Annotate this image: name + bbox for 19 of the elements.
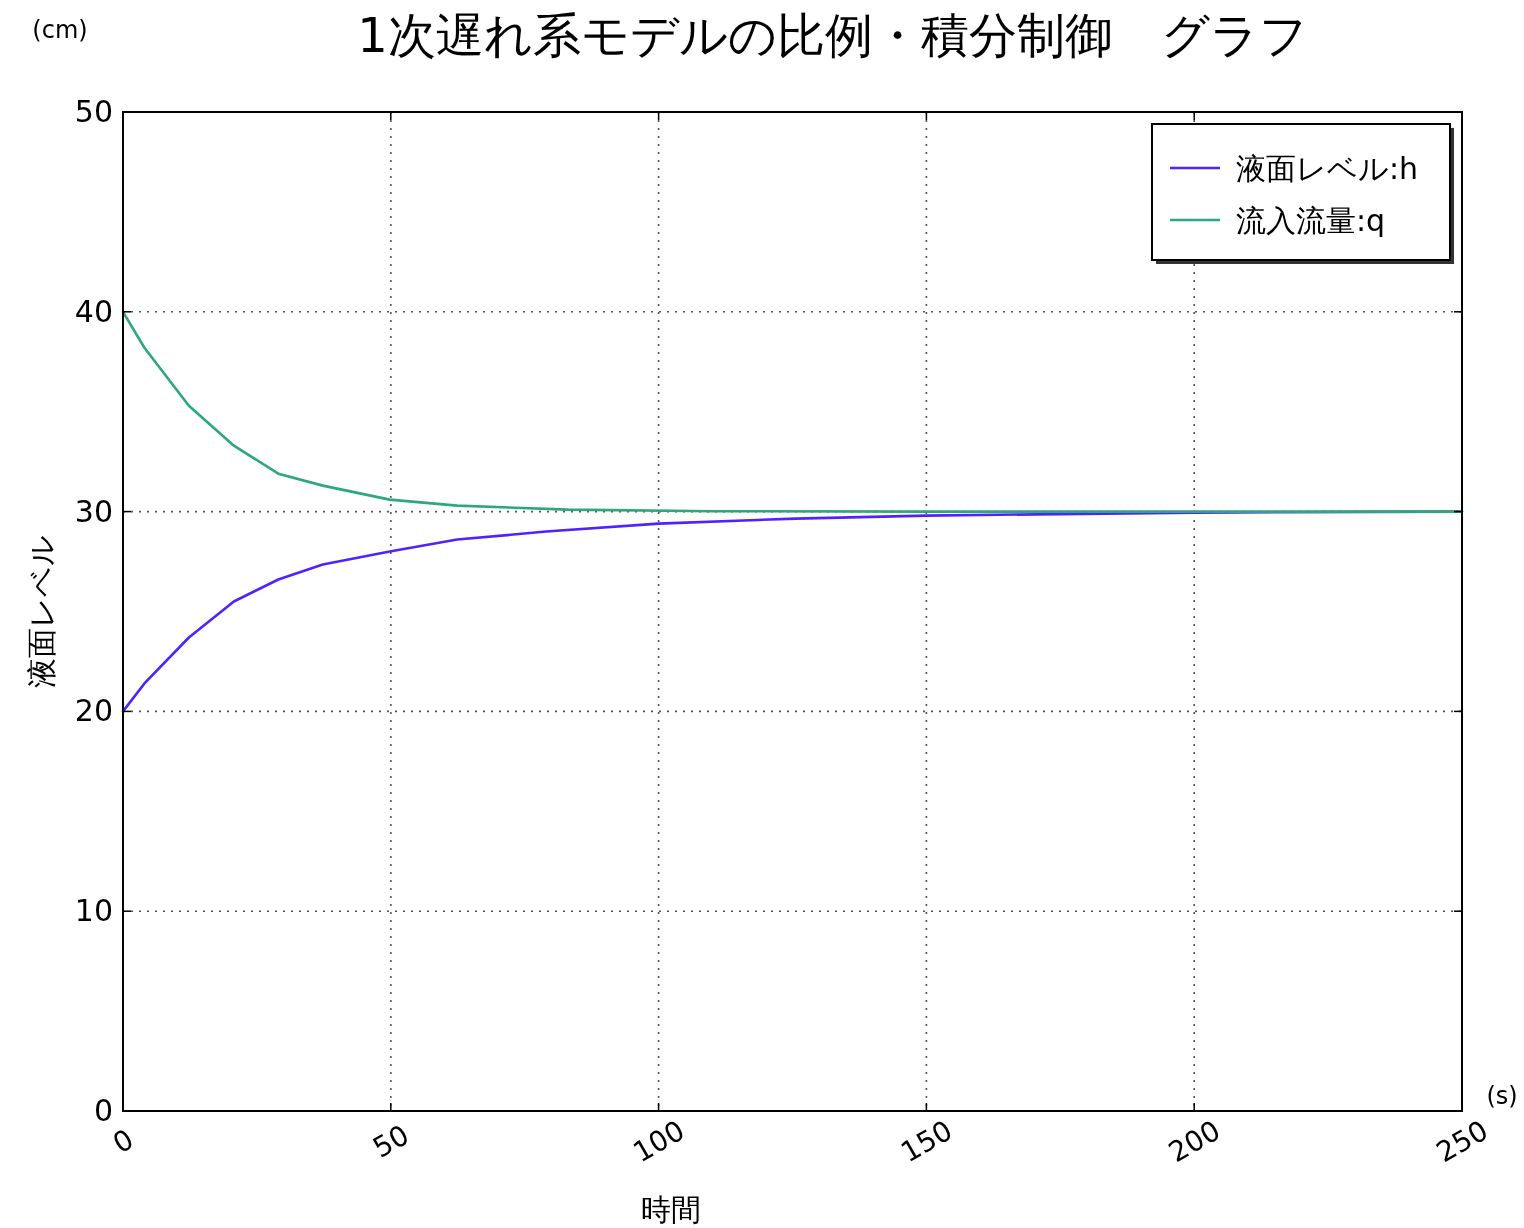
legend-label: 流入流量:q — [1236, 203, 1386, 238]
y-tick-label: 20 — [74, 693, 113, 729]
x-tick-label: 200 — [1163, 1113, 1226, 1170]
y-tick-label: 40 — [74, 293, 113, 329]
y-axis-title: 液面レベル — [24, 535, 59, 688]
y-tick-label: 50 — [74, 94, 113, 129]
legend-label: 液面レベル:h — [1236, 151, 1419, 186]
x-tick-label: 150 — [895, 1113, 959, 1170]
x-tick-label: 50 — [367, 1118, 415, 1165]
y-tick-label: 10 — [74, 893, 113, 929]
line-series — [121, 310, 1464, 513]
chart-title: 1次遅れ系モデルの比例・積分制御 グラフ — [357, 7, 1308, 63]
x-tick-label: 250 — [1430, 1113, 1494, 1170]
x-tick-label: 0 — [107, 1122, 140, 1161]
x-axis-title: 時間 — [640, 1192, 701, 1227]
text: (cm) — [32, 16, 88, 44]
y-tick-label: 30 — [74, 493, 113, 529]
x-tick-label: 100 — [627, 1113, 691, 1170]
text: (s) — [1486, 1082, 1518, 1110]
